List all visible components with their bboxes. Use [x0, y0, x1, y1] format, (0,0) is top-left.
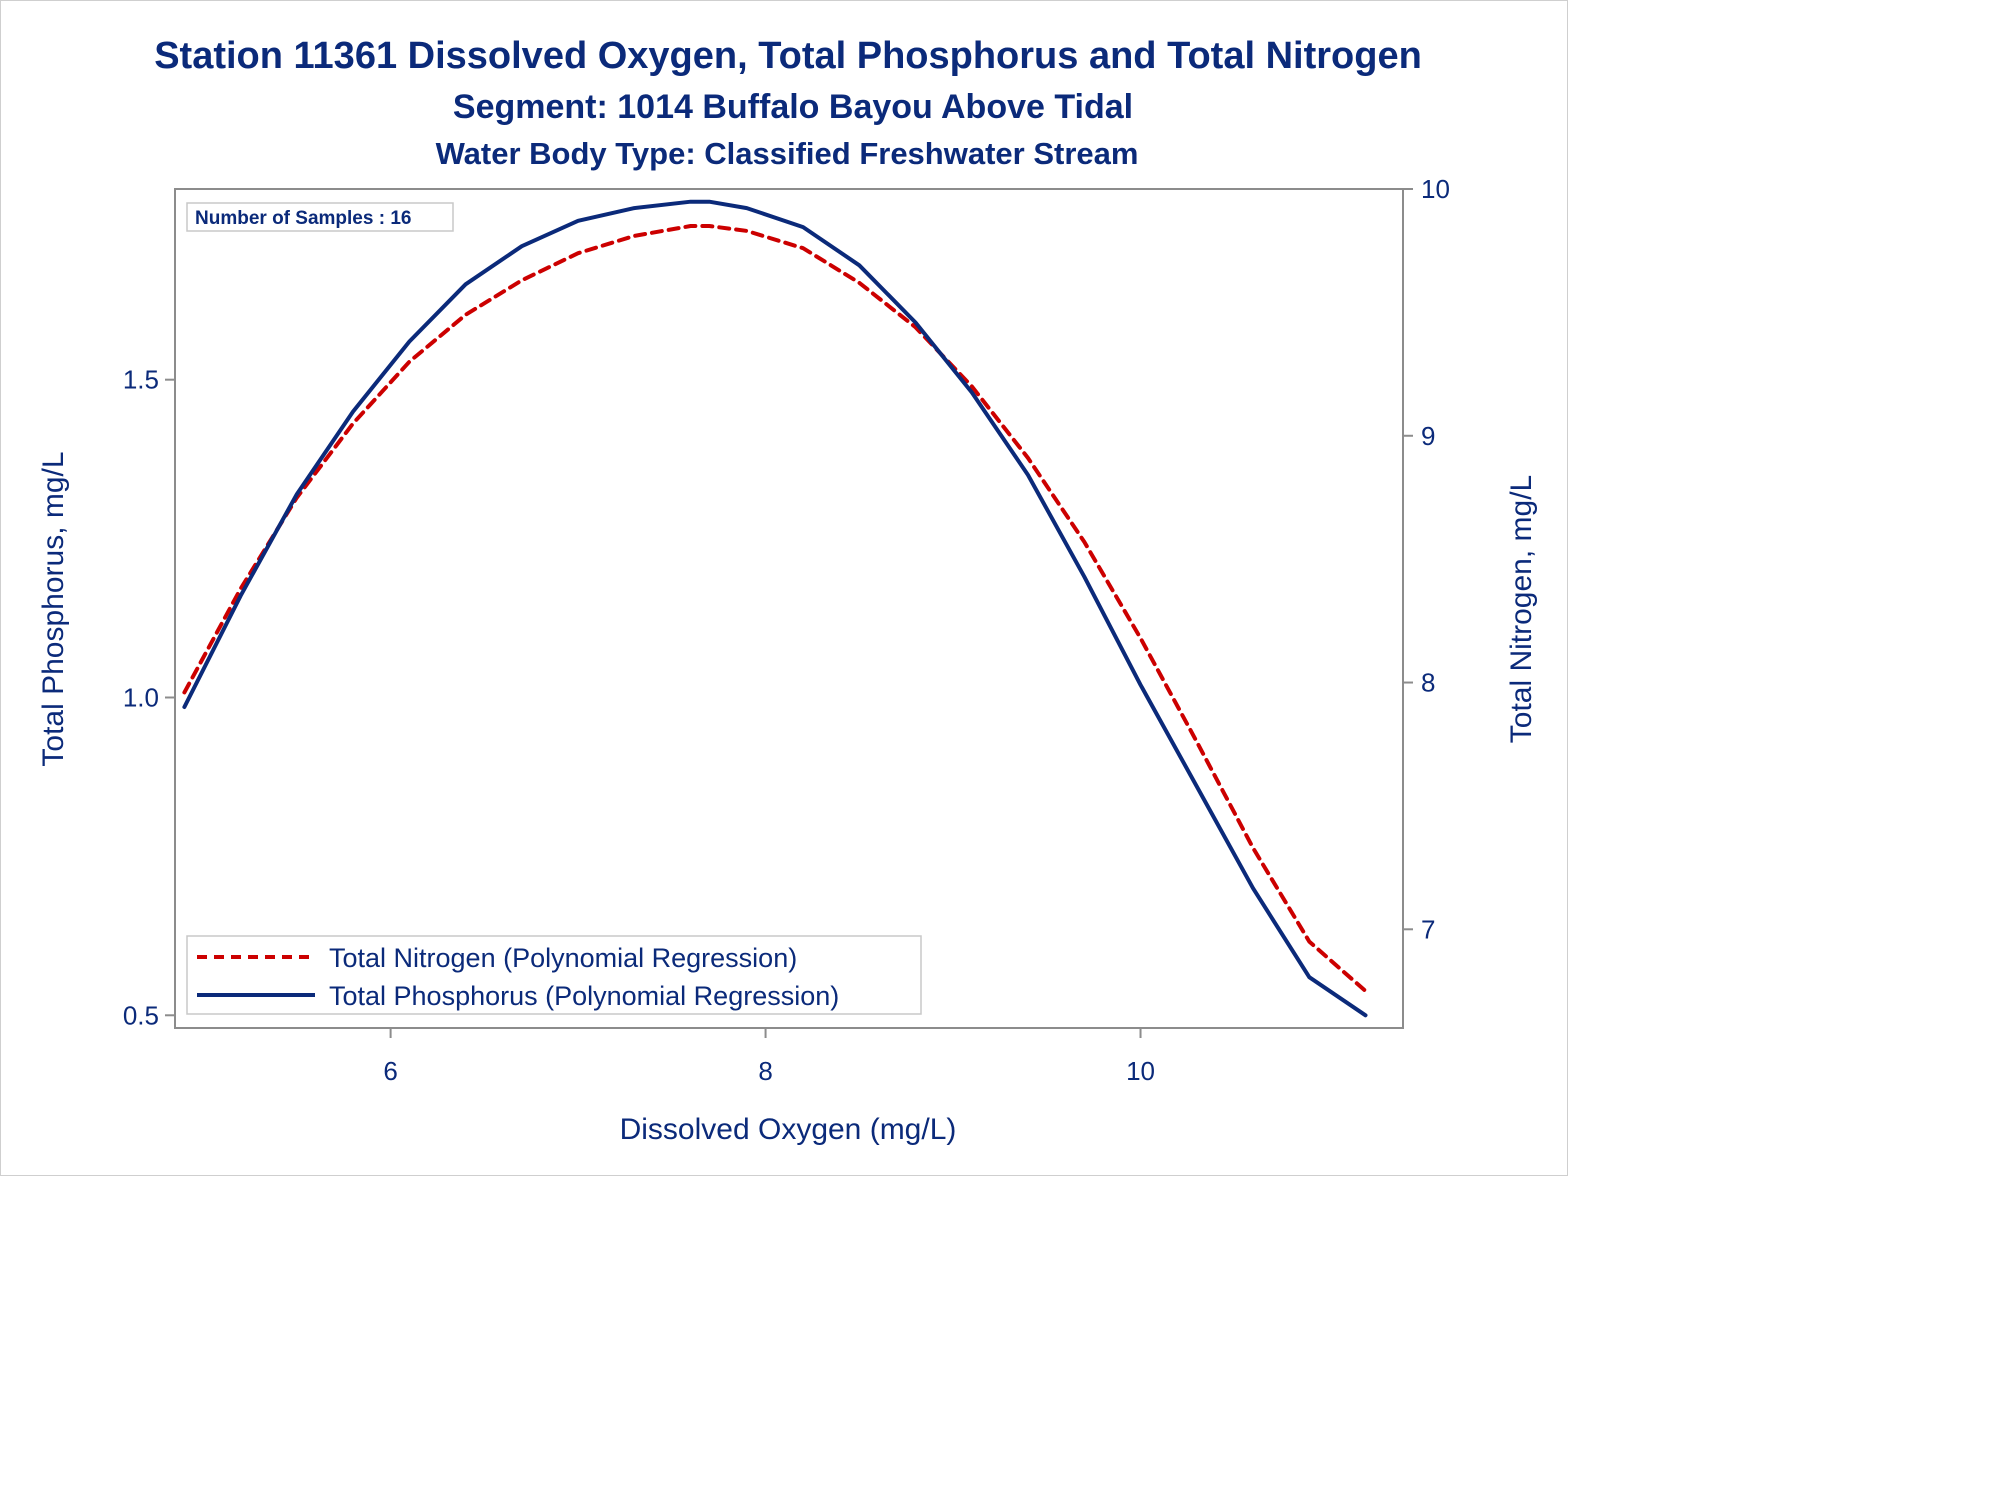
y-right-tick-label: 7: [1421, 914, 1435, 944]
chart-frame: Station 11361 Dissolved Oxygen, Total Ph…: [0, 0, 1568, 1176]
series-line-nitrogen: [182, 224, 1368, 993]
y-left-tick-label: 0.5: [123, 1000, 159, 1030]
x-tick-label: 8: [758, 1056, 772, 1086]
plot-area: [174, 188, 1404, 1029]
x-axis-label: Dissolved Oxygen (mg/L): [620, 1113, 957, 1146]
y-left-axis-ticks: 0.5 1.0 1.5: [123, 365, 175, 1030]
legend-frame: [186, 935, 922, 1015]
y-left-tick-label: 1.5: [123, 365, 159, 395]
sample-count-box: Number of Samples : 16: [186, 202, 454, 232]
x-tick-label: 6: [383, 1056, 397, 1086]
y-left-axis-label: Total Phosphorus, mg/L: [37, 451, 70, 766]
chart-title: Station 11361 Dissolved Oxygen, Total Ph…: [154, 35, 1422, 77]
chart-svg: Station 11361 Dissolved Oxygen, Total Ph…: [37, 35, 1538, 1146]
x-axis-ticks: 6 8 10: [383, 1028, 1155, 1086]
legend-label-phosphorus: Total Phosphorus (Polynomial Regression): [329, 981, 839, 1011]
sample-count-frame: [186, 202, 454, 232]
series-layer: [182, 199, 1368, 1018]
y-right-axis-label: Total Nitrogen, mg/L: [1505, 475, 1538, 743]
chart-subtitle-2: Water Body Type: Classified Freshwater S…: [436, 136, 1139, 171]
y-left-tick-label: 1.0: [123, 682, 159, 712]
legend: Total Nitrogen (Polynomial Regression) T…: [186, 935, 922, 1015]
legend-label-nitrogen: Total Nitrogen (Polynomial Regression): [329, 943, 797, 973]
y-right-tick-label: 10: [1421, 174, 1450, 204]
y-right-tick-label: 8: [1421, 668, 1435, 698]
y-right-tick-label: 9: [1421, 421, 1435, 451]
x-tick-label: 10: [1126, 1056, 1155, 1086]
sample-count-text: Number of Samples : 16: [195, 208, 411, 229]
y-right-axis-ticks: 7 8 9 10: [1403, 174, 1450, 944]
chart-subtitle: Segment: 1014 Buffalo Bayou Above Tidal: [453, 88, 1133, 126]
series-line-phosphorus: [182, 199, 1368, 1018]
